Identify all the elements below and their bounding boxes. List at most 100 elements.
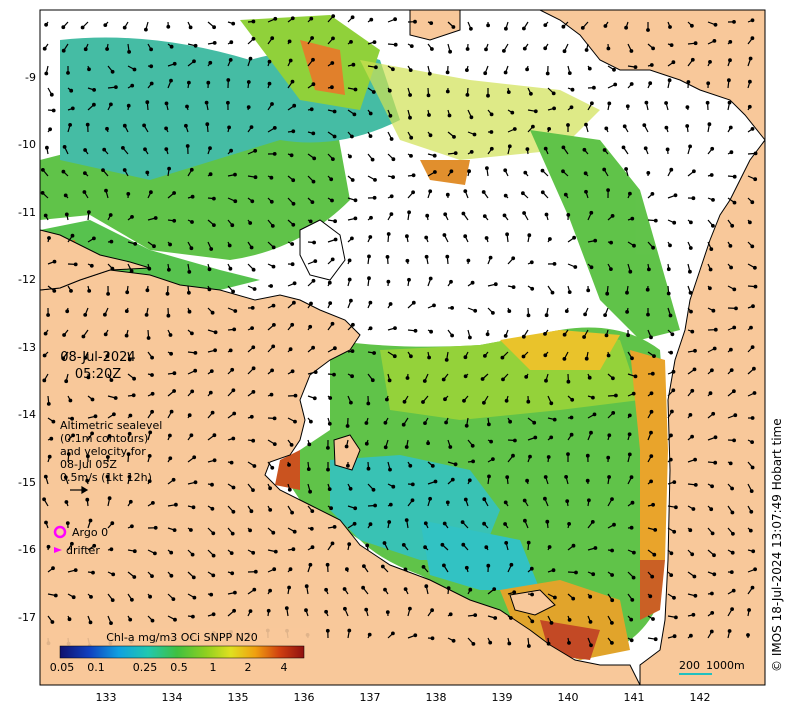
velocity-arrowhead [70,106,75,111]
velocity-arrowhead [310,36,315,40]
velocity-arrowhead [252,464,257,468]
velocity-arrowhead [482,400,486,405]
sealevel-line: and velocity for [60,445,146,458]
velocity-arrowhead [580,26,585,30]
velocity-arrowhead [45,145,49,150]
velocity-arrowhead [81,334,86,339]
velocity-arrowhead [611,376,615,381]
velocity-arrowhead [584,356,589,361]
velocity-arrowhead [109,378,114,383]
velocity-arrowhead [502,49,506,53]
velocity-arrowhead [110,69,115,74]
velocity-arrowhead [709,629,714,634]
velocity-arrowhead [172,191,177,195]
velocity-arrowhead [753,177,758,182]
velocity-arrowhead [249,414,254,419]
velocity-arrowhead [212,25,217,30]
velocity-arrowhead [526,540,531,545]
velocity-arrowhead [330,85,334,90]
velocity-arrowhead [348,486,353,491]
lon-axis: 133 134 135 136 137 138 139 140 141 142 [96,691,711,704]
velocity-arrowhead [370,157,375,162]
velocity-arrowhead [411,190,416,195]
velocity-arrowhead [231,509,236,514]
velocity-arrowhead [533,435,538,440]
velocity-arrowhead [83,148,87,152]
lat-tick: -9 [25,71,36,84]
velocity-arrowhead [428,496,433,501]
velocity-arrowhead [733,413,738,418]
velocity-arrowhead [208,172,213,177]
velocity-arrowhead [447,113,452,118]
velocity-arrowhead [732,174,737,179]
velocity-arrowhead [187,413,192,418]
velocity-arrowhead [727,78,731,83]
velocity-arrowhead [672,634,677,639]
velocity-arrowhead [46,313,50,317]
lon-tick: 139 [492,691,513,704]
velocity-arrowhead [571,543,576,548]
velocity-arrowhead [271,245,276,250]
velocity-arrowhead [646,312,650,317]
velocity-arrowhead [484,47,488,52]
velocity-arrowhead [168,242,173,247]
velocity-arrowhead [427,113,431,117]
velocity-arrowhead [530,619,535,624]
velocity-arrowhead [665,147,670,152]
velocity-arrowhead [586,288,591,293]
velocity-arrowhead [251,550,256,555]
velocity-arrowhead [630,500,635,505]
velocity-arrowhead [332,109,337,114]
velocity-arrowhead [43,331,48,336]
sealevel-line: Altimetric sealevel [60,419,162,432]
velocity-arrowhead [446,586,451,590]
velocity-arrowhead [387,378,392,383]
velocity-arrowhead [646,170,651,175]
velocity-arrowhead [324,609,329,614]
velocity-arrowhead [511,453,515,458]
velocity-arrowhead [367,254,371,259]
velocity-arrowhead [107,496,112,501]
velocity-arrowhead [645,287,650,292]
velocity-arrowhead [421,400,425,404]
velocity-arrowhead [272,125,277,130]
velocity-arrowhead [409,135,414,140]
velocity-arrowhead [89,263,94,268]
velocity-arrowhead [148,430,153,435]
velocity-arrowhead [729,150,734,155]
velocity-arrowhead [472,132,477,137]
velocity-arrowhead [426,93,431,98]
velocity-arrowhead [351,322,355,327]
velocity-arrowhead [271,303,276,308]
velocity-arrowhead [548,237,552,241]
velocity-arrowhead [409,153,413,158]
velocity-arrowhead [107,434,112,438]
velocity-arrowhead [382,541,387,545]
velocity-arrowhead [429,21,434,26]
velocity-arrowhead [611,411,616,415]
velocity-arrowhead [650,371,655,376]
velocity-arrowhead [480,377,485,381]
velocity-arrowhead [233,309,238,313]
velocity-arrowhead [649,479,653,484]
velocity-arrowhead [312,240,317,245]
velocity-arrowhead [230,367,235,372]
velocity-arrowhead [730,510,735,515]
velocity-arrowhead [171,597,176,601]
velocity-arrowhead [750,585,755,590]
velocity-arrowhead [307,442,312,447]
velocity-arrowhead [232,327,237,332]
velocity-arrowhead [86,210,91,215]
velocity-arrowhead [527,233,532,238]
colorbar-label: 0.25 [133,661,158,674]
velocity-arrowhead [150,391,155,396]
sealevel-note: Altimetric sealevel (0.1m contours) and … [60,419,162,484]
velocity-arrowhead [483,354,487,358]
velocity-arrowhead [246,105,251,109]
velocity-arrowhead [421,565,426,569]
velocity-arrowhead [669,350,673,355]
velocity-arrowhead [565,499,570,504]
velocity-arrowhead [588,594,593,599]
velocity-arrowhead [102,312,107,317]
velocity-arrowhead [104,188,108,193]
